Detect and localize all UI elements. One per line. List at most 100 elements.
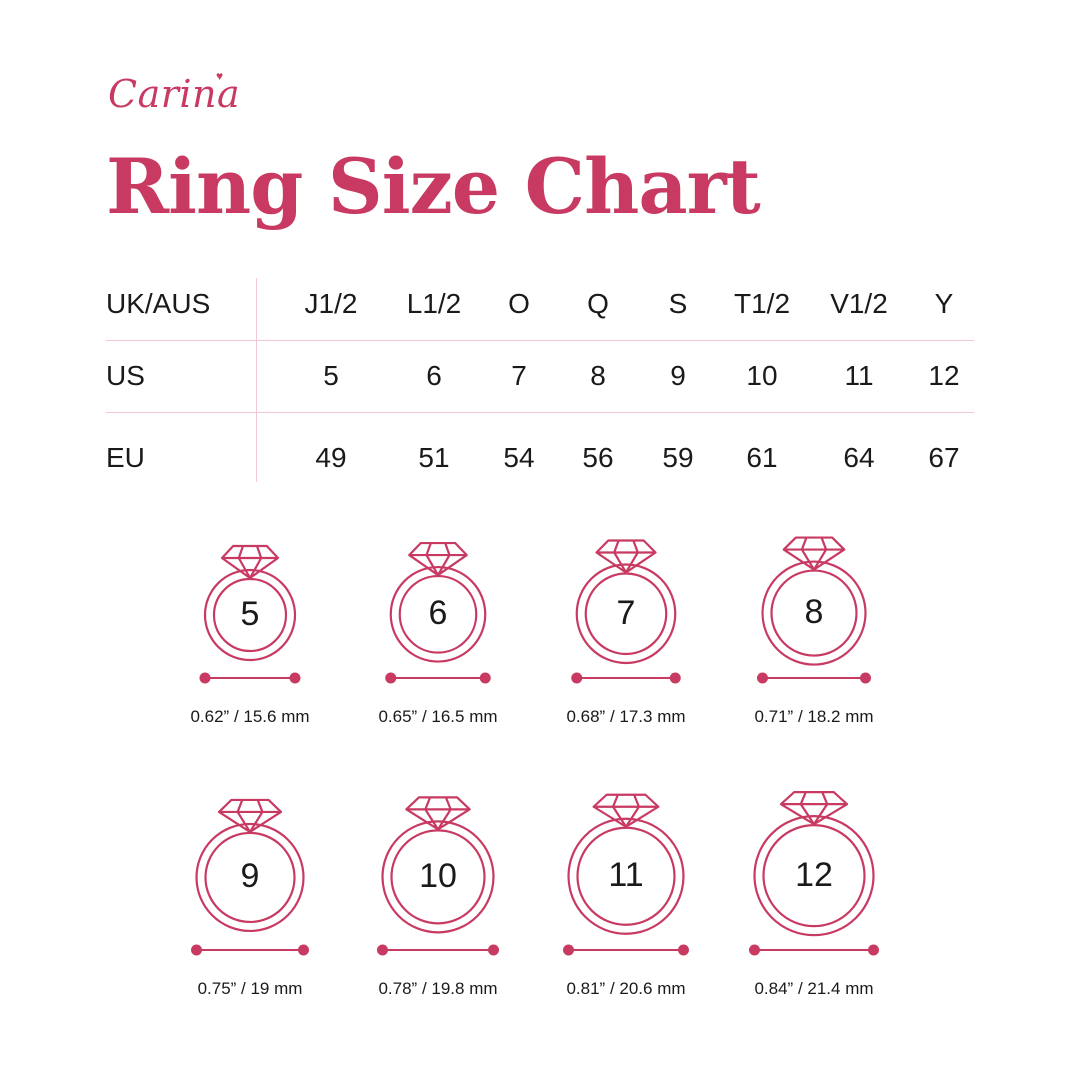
ring-size-number: 8 — [804, 593, 824, 632]
ring-band-outer — [203, 568, 297, 662]
diameter-endpoint — [757, 672, 768, 684]
ring-size-number: 10 — [419, 856, 457, 895]
table-cell: L1/2 — [406, 288, 462, 319]
heart-icon: ♥ — [216, 69, 224, 83]
ring-diameter-label: 0.75” / 19 mm — [197, 979, 303, 998]
diameter-endpoint — [860, 672, 871, 684]
brand-logo: Carina — [108, 72, 241, 116]
diameter-endpoint — [199, 672, 211, 684]
table-cell: 8 — [590, 360, 606, 391]
ring-diameter-label: 0.78” / 19.8 mm — [378, 979, 498, 998]
table-divider — [106, 340, 974, 341]
table-cell: 7 — [511, 360, 527, 391]
table-cell: T1/2 — [733, 288, 791, 319]
table-cell: Q — [587, 288, 609, 319]
table-cell: 9 — [670, 360, 686, 391]
row-label: EU — [106, 442, 145, 473]
diameter-endpoint — [868, 944, 879, 956]
table-cell: 10 — [746, 360, 778, 391]
ring-icon — [385, 541, 491, 684]
ring-diameter-label: 0.68” / 17.3 mm — [566, 707, 686, 726]
diameter-endpoint — [571, 672, 583, 684]
diameter-endpoint — [298, 944, 309, 956]
diamond-icon — [782, 536, 846, 571]
ring-diameter-label: 0.84” / 21.4 mm — [754, 979, 874, 998]
diameter-endpoint — [479, 672, 491, 684]
diameter-endpoint — [377, 944, 388, 956]
diameter-endpoint — [749, 944, 760, 956]
ring-band-outer — [381, 820, 495, 934]
ring-band-outer — [761, 560, 867, 666]
table-cell: 11 — [844, 360, 874, 391]
diameter-endpoint — [289, 672, 301, 684]
ring-band-outer — [575, 563, 677, 665]
table-cell: V1/2 — [830, 288, 888, 319]
table-cell: O — [508, 288, 530, 319]
table-row: UK/AUS J1/2 L1/2 O Q S T1/2 V1/2 Y — [106, 268, 974, 340]
ring-size-grid: 5 0.62” / 15.6 mm 6 0.65” / 16.5 mm 7 0.68” /… — [0, 520, 1080, 1040]
table-cell: 56 — [582, 442, 614, 473]
ring-band-outer — [753, 815, 875, 937]
diamond-icon — [779, 791, 849, 826]
table-cell: 6 — [426, 360, 442, 391]
table-cell: J1/2 — [304, 288, 358, 319]
ring-icon — [757, 536, 871, 684]
diamond-icon — [405, 796, 471, 831]
ring-size-card: 11 0.81” / 20.6 mm — [526, 770, 726, 1010]
ring-size-card: 12 0.84” / 21.4 mm — [714, 770, 914, 1010]
diamond-icon — [220, 544, 280, 580]
table-cell: 51 — [418, 442, 450, 473]
ring-size-card: 5 0.62” / 15.6 mm — [150, 520, 350, 760]
ring-size-card: 9 0.75” / 19 mm — [150, 770, 350, 1010]
diameter-endpoint — [563, 944, 574, 956]
ring-icon — [749, 791, 879, 956]
ring-icon — [191, 798, 309, 956]
table-cell: 54 — [503, 442, 535, 473]
ring-band-outer — [195, 822, 305, 933]
ring-size-number: 11 — [608, 856, 644, 895]
table-cell: 67 — [928, 442, 960, 473]
row-label: US — [106, 360, 145, 391]
diamond-icon — [595, 539, 657, 574]
size-conversion-table: UK/AUS J1/2 L1/2 O Q S T1/2 V1/2 Y US 5 6 7 8 9 10 11 12 E… — [106, 268, 974, 484]
ring-size-card: 8 0.71” / 18.2 mm — [714, 520, 914, 760]
table-cell: 5 — [323, 360, 339, 391]
ring-diameter-label: 0.71” / 18.2 mm — [754, 707, 874, 726]
table-row: EU 49 51 54 56 59 61 64 67 — [106, 422, 974, 494]
table-cell: 61 — [746, 442, 778, 473]
ring-icon — [377, 796, 499, 956]
ring-icon — [563, 793, 689, 956]
diameter-endpoint — [488, 944, 499, 956]
table-cell: 64 — [843, 442, 875, 473]
ring-size-card: 10 0.78” / 19.8 mm — [338, 770, 538, 1010]
ring-size-number: 7 — [616, 593, 636, 632]
table-row: US 5 6 7 8 9 10 11 12 — [106, 340, 974, 412]
table-divider-vertical — [256, 278, 257, 482]
table-divider — [106, 412, 974, 413]
diameter-endpoint — [669, 672, 681, 684]
ring-size-number: 12 — [795, 855, 833, 894]
ring-icon — [571, 539, 681, 684]
ring-diameter-label: 0.65” / 16.5 mm — [378, 707, 498, 726]
ring-size-number: 5 — [240, 595, 260, 633]
ring-size-number: 9 — [240, 857, 260, 896]
ring-size-number: 6 — [428, 594, 448, 633]
diamond-icon — [217, 798, 283, 834]
table-cell: S — [668, 288, 688, 319]
ring-size-card: 6 0.65” / 16.5 mm — [338, 520, 538, 760]
table-cell: Y — [934, 288, 954, 319]
table-cell: 12 — [928, 360, 960, 391]
ring-diameter-label: 0.62” / 15.6 mm — [190, 707, 310, 726]
ring-size-card: 7 0.68” / 17.3 mm — [526, 520, 726, 760]
table-cell: 49 — [315, 442, 347, 473]
ring-band-outer — [389, 565, 487, 663]
diamond-icon — [408, 541, 468, 577]
diamond-icon — [592, 793, 660, 828]
ring-band-outer — [567, 817, 685, 935]
diameter-endpoint — [385, 672, 397, 684]
diameter-endpoint — [678, 944, 689, 956]
table-cell: 59 — [662, 442, 694, 473]
ring-icon — [199, 544, 301, 684]
row-label: UK/AUS — [106, 288, 211, 319]
diameter-endpoint — [191, 944, 202, 956]
